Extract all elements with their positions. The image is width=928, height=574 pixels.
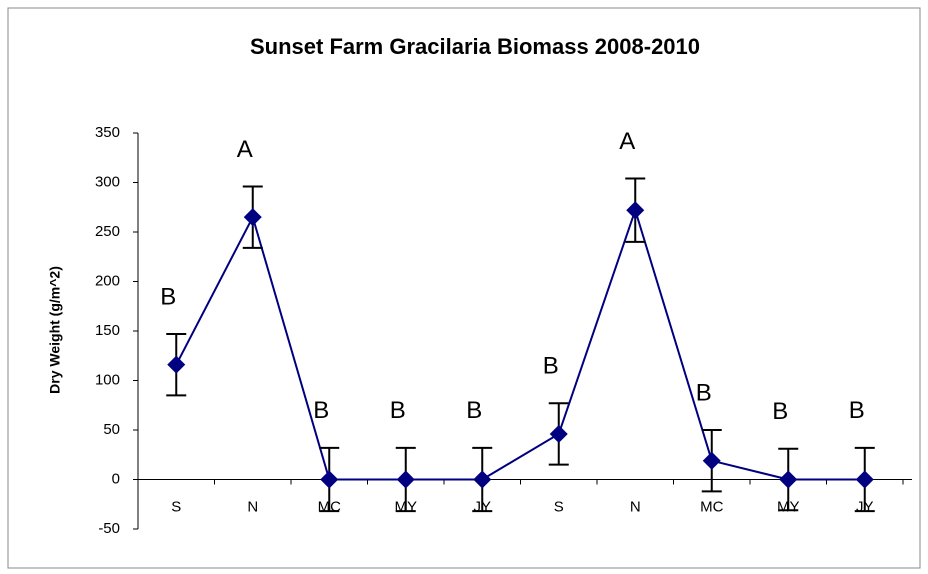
annotation: B bbox=[772, 398, 788, 425]
marker bbox=[473, 470, 492, 489]
marker bbox=[396, 470, 415, 489]
y-tick-label: 300 bbox=[95, 173, 120, 190]
marker bbox=[549, 424, 568, 443]
chart-title: Sunset Farm Gracilaria Biomass 2008-2010 bbox=[250, 34, 700, 59]
marker bbox=[855, 470, 874, 489]
marker bbox=[626, 201, 645, 220]
marker bbox=[320, 470, 339, 489]
x-tick-label: S bbox=[554, 498, 564, 515]
y-tick-label: 350 bbox=[95, 124, 120, 141]
annotation: B bbox=[696, 379, 712, 406]
x-tick-label: N bbox=[247, 498, 258, 515]
chart-frame bbox=[7, 7, 921, 569]
x-tick-label: S bbox=[171, 498, 181, 515]
y-axis-label: Dry Weight (g/m^2) bbox=[47, 266, 63, 394]
data-line bbox=[175, 206, 865, 481]
y-tick-label: 100 bbox=[95, 371, 120, 388]
y-tick-label: 200 bbox=[95, 272, 120, 289]
x-tick-label: MC bbox=[700, 498, 723, 515]
x-tick-label: N bbox=[630, 498, 641, 515]
annotation: B bbox=[466, 397, 482, 424]
y-tick-label: 150 bbox=[95, 322, 120, 339]
annotation: B bbox=[313, 397, 329, 424]
annotation: B bbox=[390, 397, 406, 424]
marker bbox=[779, 470, 798, 489]
marker bbox=[243, 208, 262, 227]
annotation: B bbox=[849, 397, 865, 424]
y-tick-label: -50 bbox=[98, 520, 120, 537]
annotation: B bbox=[160, 283, 176, 310]
annotation: A bbox=[237, 136, 253, 163]
annotation: A bbox=[619, 128, 635, 155]
annotation: B bbox=[543, 353, 559, 380]
y-tick-label: 50 bbox=[103, 421, 120, 438]
y-tick-label: 250 bbox=[95, 223, 120, 240]
y-tick-label: 0 bbox=[112, 470, 120, 487]
marker bbox=[167, 355, 186, 374]
marker bbox=[702, 451, 721, 470]
